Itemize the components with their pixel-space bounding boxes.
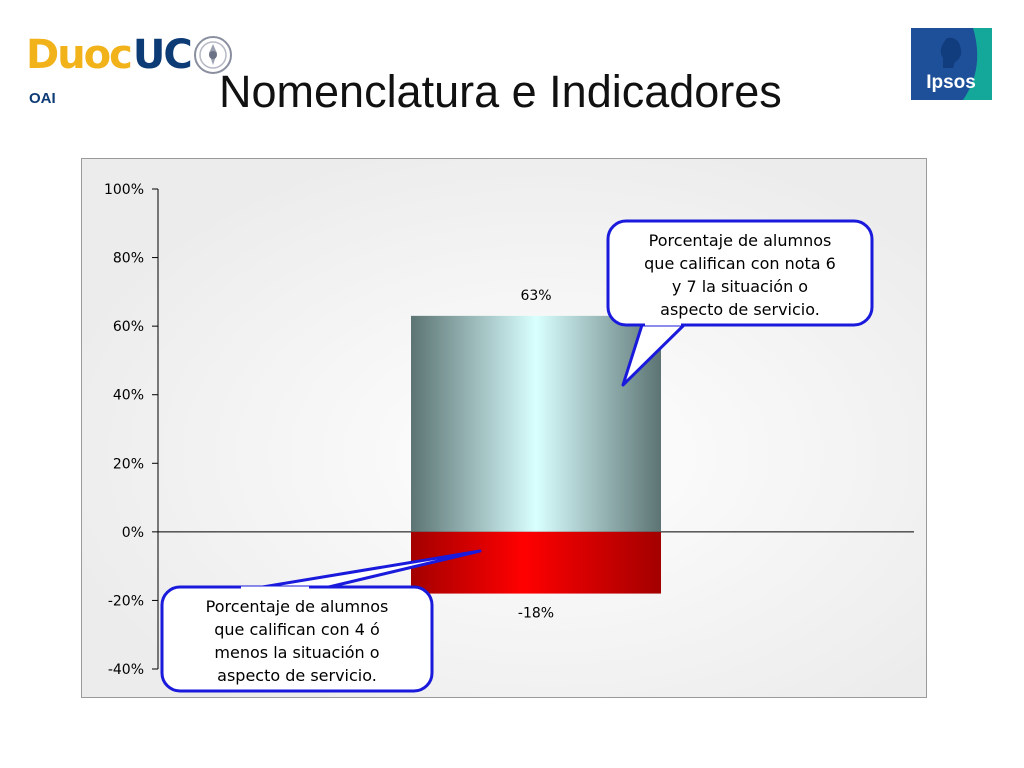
y-axis: 100% 80% 60% 40% 20% 0% -20% -40%: [104, 182, 914, 678]
logo-text-uc: UC: [132, 32, 193, 78]
bar-chart: 100% 80% 60% 40% 20% 0% -20% -40% 63% -18% Porce…: [82, 159, 926, 697]
y-tick-label: 80%: [113, 251, 144, 267]
y-tick-label: 60%: [113, 319, 144, 335]
callout-text: Porcentaje de alumnos: [206, 597, 389, 616]
bar-positive: [411, 315, 661, 532]
duoc-uc-logo: Duoc UC: [26, 30, 233, 80]
value-label: -18%: [518, 606, 554, 622]
callout-text: Porcentaje de alumnos: [649, 231, 832, 250]
chart-frame: 100% 80% 60% 40% 20% 0% -20% -40% 63% -18% Porce…: [81, 158, 927, 698]
y-tick-label: 0%: [122, 525, 144, 541]
page-title: Nomenclatura e Indicadores: [219, 66, 782, 117]
y-tick-label: 40%: [113, 388, 144, 404]
callout-text: aspecto de servicio.: [217, 666, 377, 685]
callout-text: y 7 la situación o: [672, 277, 808, 296]
ipsos-logo: Ipsos: [911, 28, 992, 100]
callouts: Porcentaje de alumnos que califican con n…: [160, 219, 874, 693]
seal-icon: [193, 36, 232, 74]
callout-text: que califican con nota 6: [644, 254, 836, 273]
value-label: 63%: [520, 288, 551, 304]
y-tick-label: -40%: [108, 662, 144, 678]
y-tick-label: -20%: [108, 593, 144, 609]
oai-label: OAI: [29, 90, 56, 107]
bar-negative: [411, 531, 661, 594]
value-labels: 63% -18%: [518, 288, 554, 622]
y-tick-label: 100%: [104, 182, 144, 198]
ipsos-logo-text: Ipsos: [926, 72, 976, 93]
callout: Porcentaje de alumnos que califican con n…: [606, 219, 874, 387]
y-tick-label: 20%: [113, 456, 144, 472]
callout-text: menos la situación o: [214, 643, 379, 662]
bars: [411, 315, 661, 594]
logo-text-duoc: Duoc: [26, 32, 133, 78]
callout-text: aspecto de servicio.: [660, 300, 820, 319]
callout-box: [606, 219, 874, 327]
callout-text: que califican con 4 ó: [214, 620, 380, 639]
callout: Porcentaje de alumnos que califican con 4…: [160, 549, 482, 693]
